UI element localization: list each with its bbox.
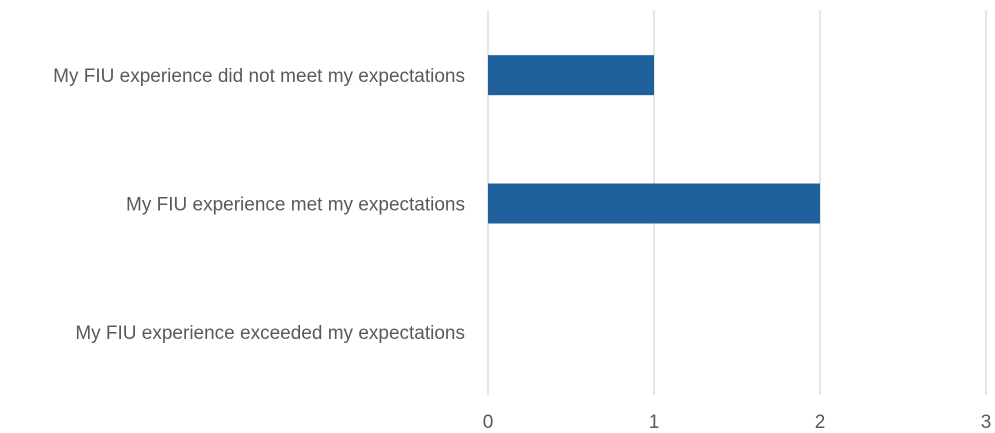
x-tick-label: 1 bbox=[649, 412, 660, 433]
category-label: My FIU experience did not meet my expect… bbox=[53, 66, 465, 87]
x-tick-label: 3 bbox=[981, 412, 992, 433]
bars bbox=[488, 55, 820, 224]
bar bbox=[488, 55, 654, 96]
category-labels: My FIU experience did not meet my expect… bbox=[53, 66, 465, 344]
x-tick-label: 0 bbox=[483, 412, 494, 433]
x-axis-tick-labels: 0 1 2 3 bbox=[483, 412, 992, 433]
bar bbox=[488, 183, 820, 224]
x-tick-label: 2 bbox=[815, 412, 826, 433]
category-label: My FIU experience exceeded my expectatio… bbox=[75, 323, 465, 344]
category-label: My FIU experience met my expectations bbox=[126, 195, 465, 216]
